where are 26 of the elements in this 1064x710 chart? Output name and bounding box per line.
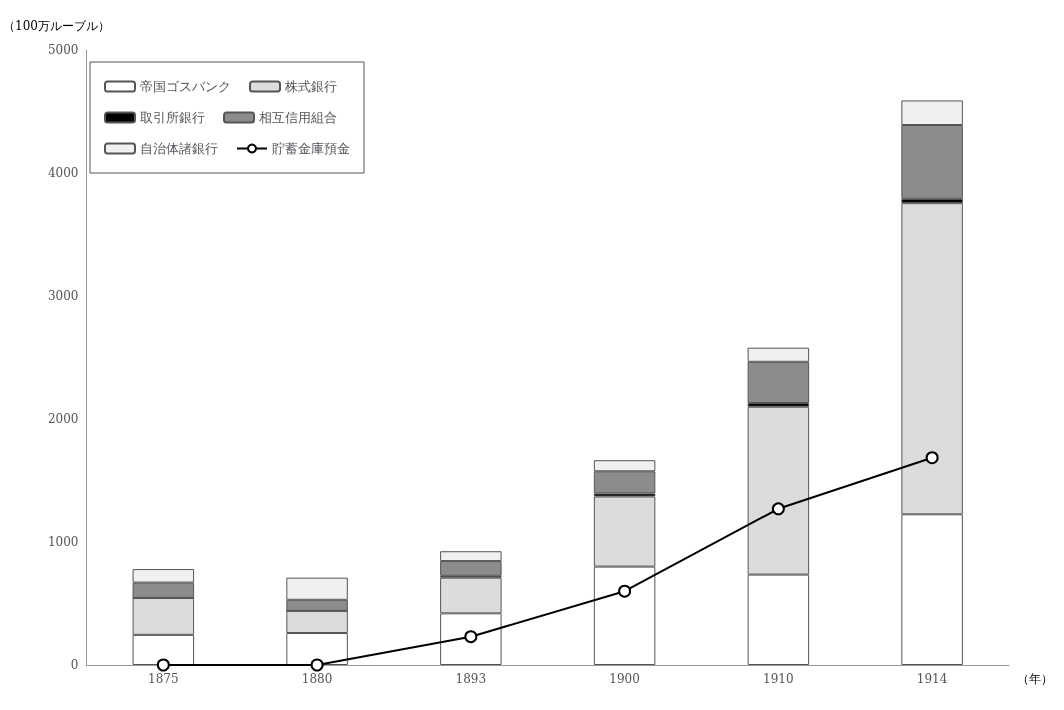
y-tick-label: 3000 [47,289,79,303]
legend-label: 株式銀行 [284,79,337,94]
point [156,658,170,672]
y-tick-label: 1000 [47,535,79,549]
point [464,630,478,644]
x-tick-label: 1875 [148,672,179,686]
y-tick-label: 4000 [47,166,79,180]
x-tick-label: 1914 [916,672,948,686]
x-tick-label: 1893 [455,672,487,686]
y-tick-label: 5000 [47,43,79,57]
point [771,502,785,516]
x-tick-label: 1910 [763,672,794,686]
legend-label: 取引所銀行 [140,110,205,125]
x-axis-title: （年） [1017,672,1053,686]
x-tick-label: 1900 [609,672,640,686]
point [925,451,939,465]
y-tick-label: 0 [70,658,79,672]
y-tick-label: 2000 [47,412,79,426]
legend-label: 帝国ゴスバンク [140,79,231,94]
legend-label: 相互信用組合 [259,110,337,125]
x-tick-label: 1880 [301,672,333,686]
legend-label: 貯蓄金庫預金 [272,141,350,156]
legend-label: 自治体諸銀行 [140,141,218,156]
point [310,658,324,672]
point [618,584,632,598]
y-axis-title: （100万ルーブル） [3,19,110,33]
